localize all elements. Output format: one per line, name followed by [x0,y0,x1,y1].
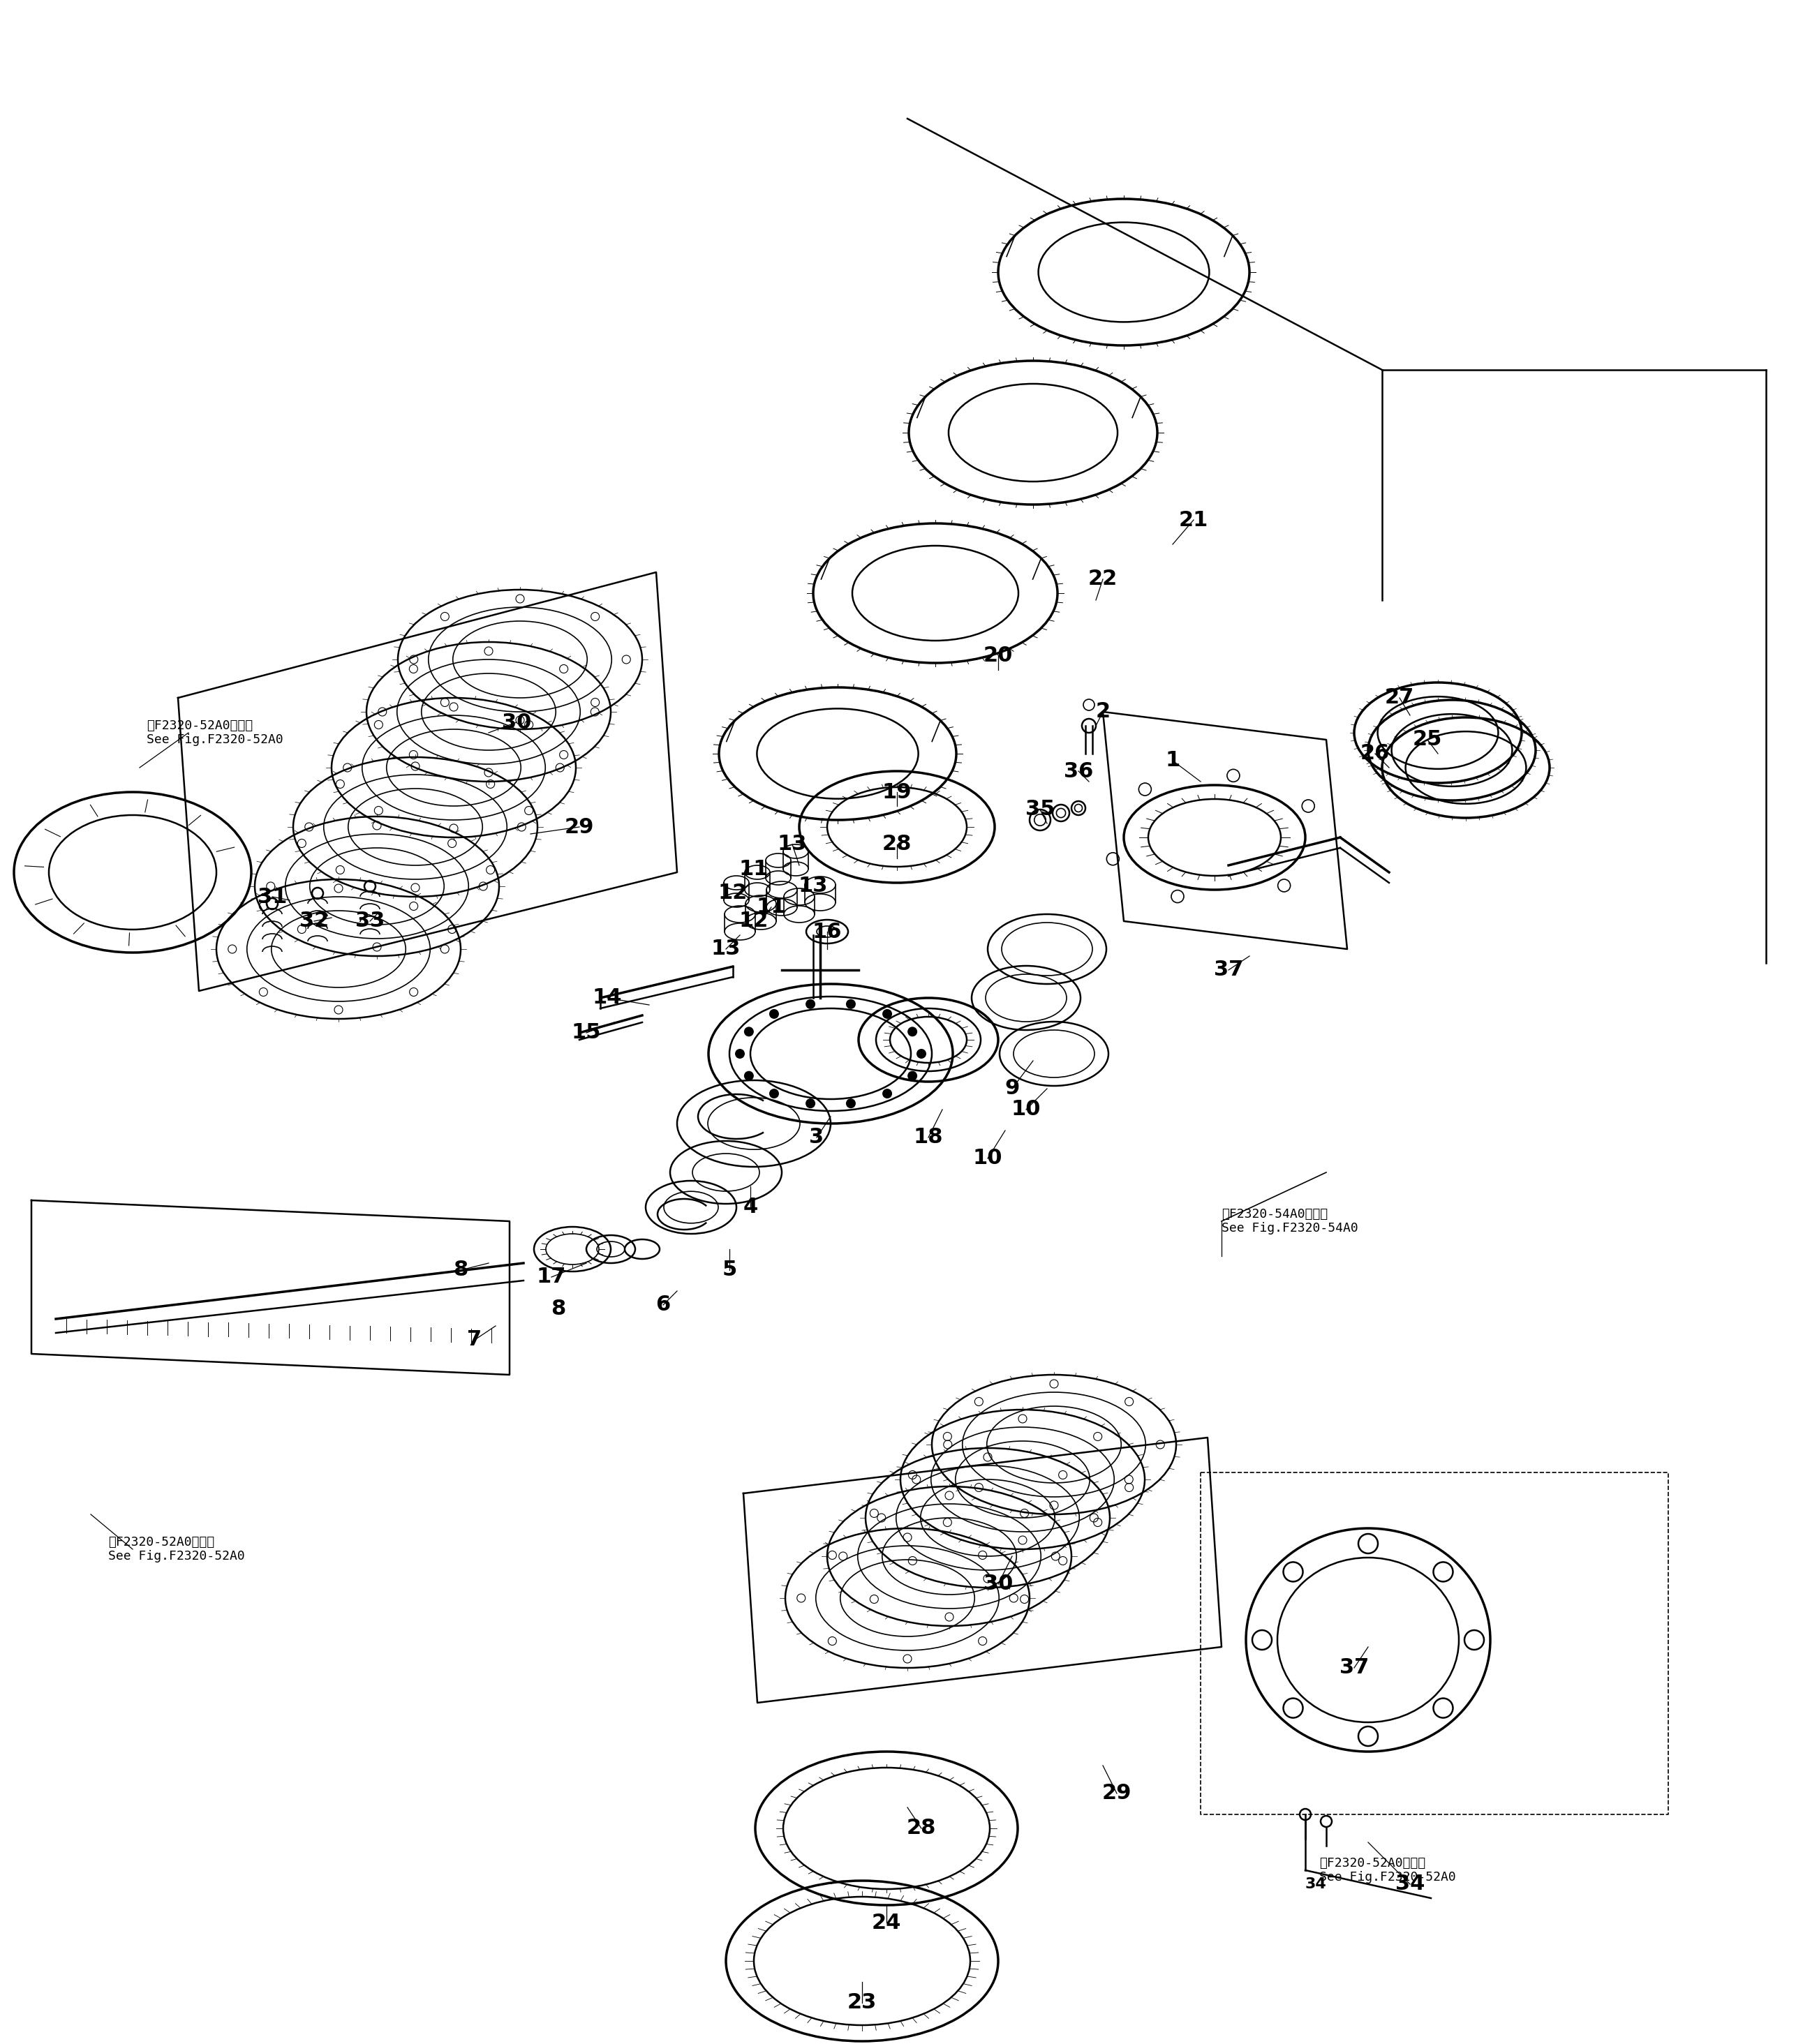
Text: 32: 32 [300,912,329,932]
Text: 2: 2 [1096,701,1110,722]
Text: 28: 28 [907,1819,936,1838]
Text: 25: 25 [1413,730,1442,750]
Text: 11: 11 [738,858,769,879]
Circle shape [735,1049,745,1059]
Circle shape [882,1089,893,1098]
Text: 21: 21 [1178,509,1209,529]
Text: 4: 4 [744,1198,758,1218]
Text: 17: 17 [537,1267,566,1288]
Text: 34: 34 [1306,1876,1327,1891]
Circle shape [744,1026,754,1036]
Text: 13: 13 [711,938,740,959]
Circle shape [907,1026,918,1036]
Text: 5: 5 [722,1259,736,1280]
Text: 35: 35 [1026,799,1054,820]
Text: 20: 20 [984,646,1013,666]
Text: 16: 16 [812,922,842,942]
Text: 30: 30 [501,711,532,732]
Text: 第F2320-52A0図参照
See Fig.F2320-52A0: 第F2320-52A0図参照 See Fig.F2320-52A0 [1320,1856,1457,1885]
Circle shape [806,1098,815,1108]
Text: 13: 13 [778,834,806,854]
Circle shape [846,1000,855,1010]
Text: 37: 37 [1340,1658,1369,1678]
Text: 29: 29 [564,818,594,838]
Text: 10: 10 [1011,1100,1042,1120]
Text: 12: 12 [718,883,747,903]
Text: 6: 6 [656,1294,670,1314]
Text: 10: 10 [973,1149,1002,1169]
Text: 22: 22 [1088,568,1117,589]
Text: 28: 28 [882,834,912,854]
Text: 31: 31 [257,887,287,908]
Text: 8: 8 [551,1298,566,1318]
Text: 14: 14 [593,987,621,1008]
Text: 36: 36 [1063,760,1094,781]
Text: 24: 24 [871,1913,902,1934]
Circle shape [907,1071,918,1081]
Text: 9: 9 [1004,1079,1020,1100]
Circle shape [769,1010,779,1018]
Text: 37: 37 [1214,961,1243,981]
Text: 第F2320-52A0図参照
See Fig.F2320-52A0: 第F2320-52A0図参照 See Fig.F2320-52A0 [147,719,284,746]
Circle shape [806,1000,815,1010]
Text: 27: 27 [1385,687,1413,707]
Text: 13: 13 [799,877,828,897]
Text: 第F2320-52A0図参照
See Fig.F2320-52A0: 第F2320-52A0図参照 See Fig.F2320-52A0 [108,1535,244,1564]
Circle shape [916,1049,927,1059]
Text: 26: 26 [1360,744,1390,764]
Text: 19: 19 [882,783,912,801]
Circle shape [846,1098,855,1108]
Text: 15: 15 [571,1022,602,1042]
Circle shape [882,1010,893,1018]
Text: 11: 11 [756,897,787,918]
Circle shape [744,1071,754,1081]
Text: 3: 3 [810,1128,824,1147]
Circle shape [769,1089,779,1098]
Text: 12: 12 [740,912,769,932]
Text: 23: 23 [848,1993,876,2013]
Text: 33: 33 [356,912,384,932]
Text: 34: 34 [1395,1874,1424,1895]
Text: 8: 8 [453,1259,469,1280]
Text: 30: 30 [984,1574,1013,1594]
Text: 29: 29 [1103,1782,1131,1803]
Text: 18: 18 [914,1128,943,1147]
Text: 1: 1 [1166,750,1180,771]
Text: 第F2320-54A0図参照
See Fig.F2320-54A0: 第F2320-54A0図参照 See Fig.F2320-54A0 [1221,1208,1358,1235]
Text: 7: 7 [467,1331,481,1349]
